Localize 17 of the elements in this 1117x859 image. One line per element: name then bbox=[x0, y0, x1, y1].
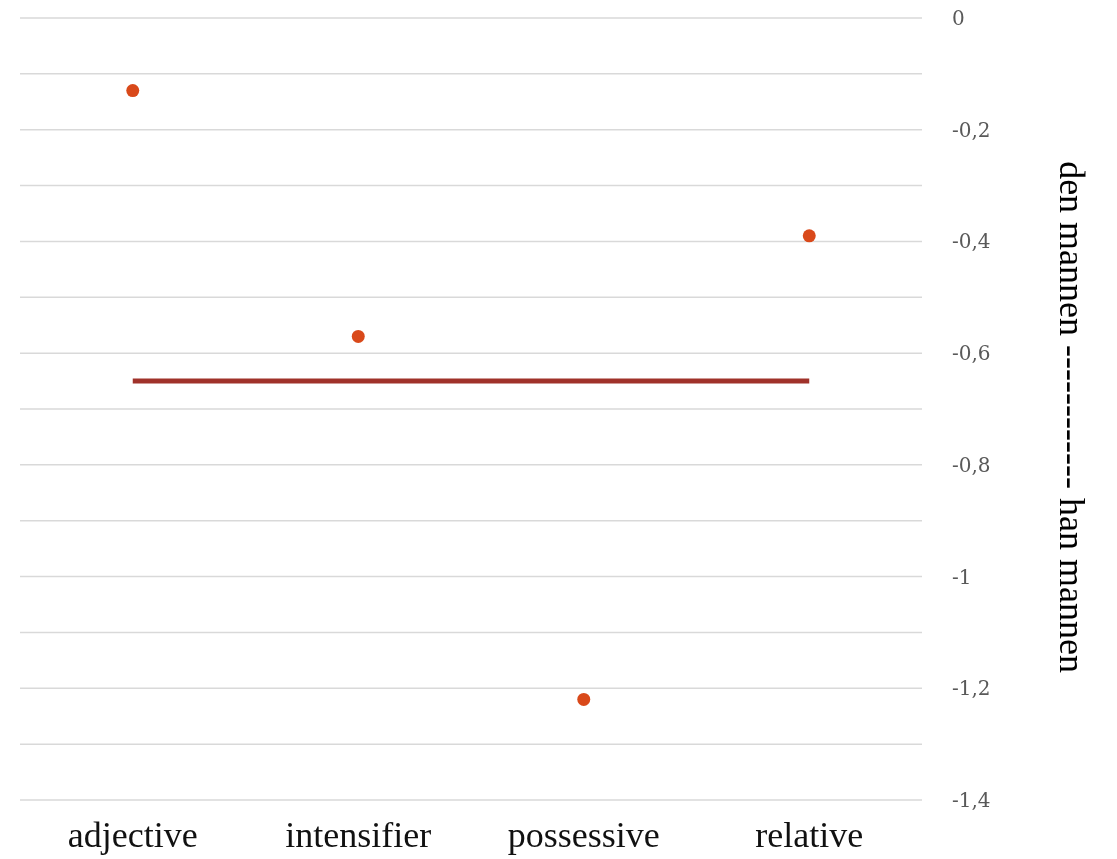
x-tick-label: possessive bbox=[507, 815, 660, 855]
y-tick-label: -0,4 bbox=[952, 229, 991, 254]
x-tick-label: relative bbox=[755, 815, 864, 855]
y-tick-label: 0 bbox=[952, 6, 965, 30]
point bbox=[802, 229, 816, 243]
x-tick-label: intensifier bbox=[285, 815, 432, 855]
y-tick-label: -0,6 bbox=[952, 341, 991, 366]
y-tick-label: -0,2 bbox=[952, 117, 991, 142]
point bbox=[351, 329, 365, 343]
point bbox=[577, 692, 591, 706]
y-tick-label: -1,2 bbox=[952, 676, 991, 701]
point bbox=[126, 84, 140, 98]
y-tick-label: -1,4 bbox=[952, 788, 991, 812]
y-axis-title: den mannen ------------ han mannen bbox=[1052, 161, 1092, 673]
y-tick-label: -1 bbox=[952, 564, 972, 589]
x-tick-label: adjective bbox=[67, 815, 198, 855]
y-tick-label: -0,8 bbox=[952, 452, 991, 477]
